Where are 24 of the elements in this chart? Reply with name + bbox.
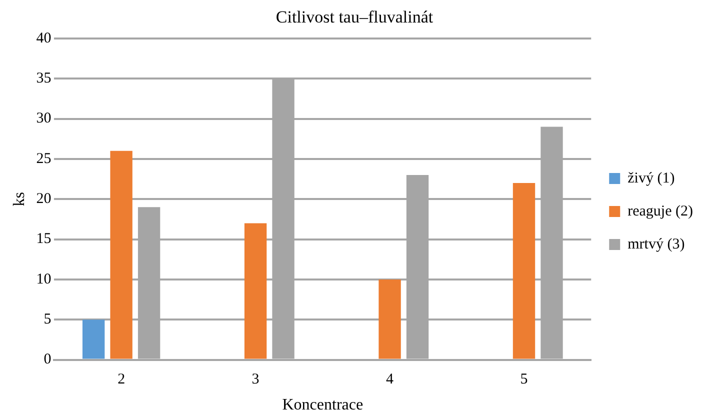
bar bbox=[82, 320, 105, 359]
x-tick-label: 2 bbox=[118, 372, 126, 388]
y-tick-label: 15 bbox=[36, 231, 52, 248]
y-tick-label: 10 bbox=[36, 271, 52, 288]
y-tick-label: 25 bbox=[36, 150, 52, 167]
y-tick-label: 20 bbox=[36, 191, 52, 208]
chart-title: Citlivost tau–fluvalinát bbox=[276, 8, 434, 27]
y-axis-title: ks bbox=[10, 192, 28, 206]
x-tick-label: 5 bbox=[520, 372, 528, 388]
bar bbox=[512, 183, 536, 359]
y-tick-label: 30 bbox=[36, 110, 52, 127]
legend-label: reaguje (2) bbox=[628, 203, 694, 220]
legend-label: živý (1) bbox=[628, 170, 675, 186]
y-tick-label: 5 bbox=[44, 312, 52, 328]
y-tick-label: 0 bbox=[44, 352, 52, 368]
bar bbox=[110, 150, 132, 359]
bar bbox=[378, 279, 401, 359]
y-tick-label: 40 bbox=[36, 30, 52, 46]
y-tick-label: 35 bbox=[36, 70, 52, 87]
x-tick-label: 3 bbox=[252, 372, 260, 388]
x-tick-label: 4 bbox=[386, 372, 394, 388]
bar bbox=[244, 223, 267, 359]
legend-label: mrtvý (3) bbox=[628, 236, 685, 252]
x-axis-title: Koncentrace bbox=[282, 396, 364, 414]
